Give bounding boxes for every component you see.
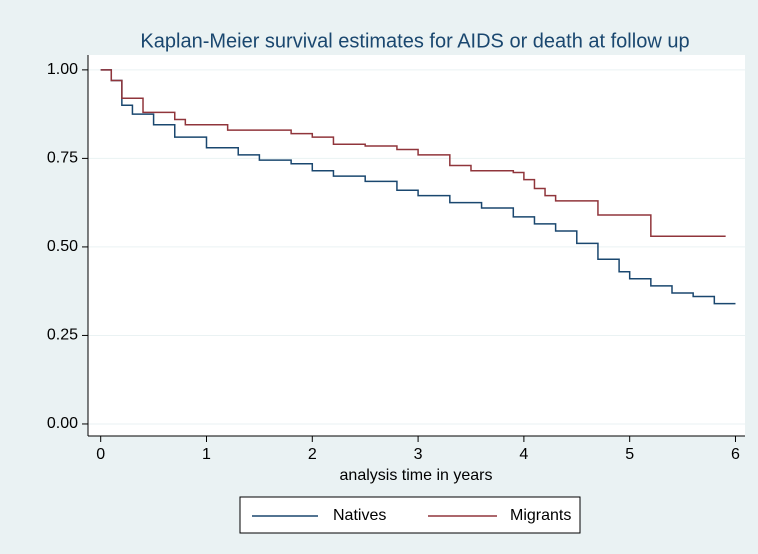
x-tick-label: 1 [202, 446, 211, 463]
chart-title: Kaplan-Meier survival estimates for AIDS… [140, 30, 689, 52]
x-tick-label: 2 [308, 446, 317, 463]
legend [239, 496, 581, 534]
x-tick-label: 6 [731, 446, 740, 463]
legend-label: Migrants [510, 507, 571, 524]
survival-curve [100, 69, 726, 238]
x-tick-label: 4 [519, 446, 528, 463]
y-tick-label: 0.75 [47, 150, 78, 167]
y-tick-label: 0.00 [47, 415, 78, 432]
x-tick-label: 3 [414, 446, 423, 463]
plot-area [88, 55, 745, 436]
x-axis-label: analysis time in years [340, 467, 493, 484]
y-tick-label: 1.00 [47, 61, 78, 78]
survival-curve [100, 69, 736, 305]
y-tick-label: 0.25 [47, 327, 78, 344]
x-tick-label: 0 [96, 446, 105, 463]
x-tick-label: 5 [625, 446, 634, 463]
y-tick-label: 0.50 [47, 238, 78, 255]
legend-label: Natives [333, 507, 386, 524]
